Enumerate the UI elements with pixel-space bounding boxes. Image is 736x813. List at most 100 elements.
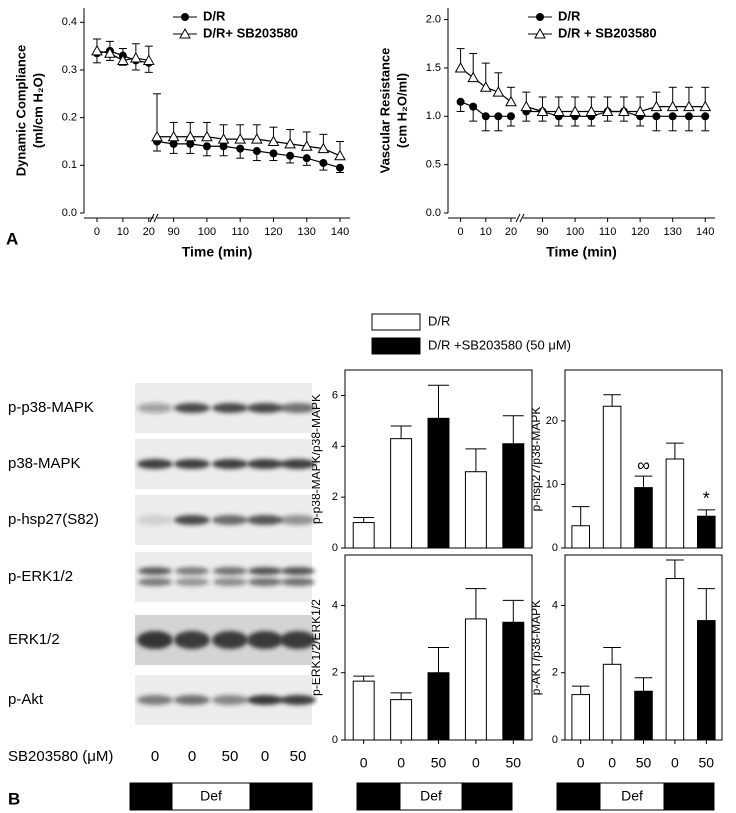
marker: [683, 100, 695, 112]
treatment-value: 0: [151, 748, 159, 765]
marker: [699, 100, 712, 112]
blot-band: [212, 631, 248, 649]
blot-row-label: p-p38-MAPK: [8, 399, 94, 416]
phase-label: Rein: [674, 788, 704, 804]
x-axis-label: Time (min): [182, 244, 253, 260]
bar: [571, 694, 590, 741]
y-tick-label: 10: [546, 478, 558, 490]
y-tick-label: 6: [332, 389, 338, 401]
x-tick-label: 20: [505, 226, 517, 238]
y-tick-label: 0: [332, 542, 338, 554]
bar: [634, 690, 653, 741]
marker: [456, 97, 465, 106]
marker: [684, 112, 693, 121]
axis-break: [153, 213, 159, 223]
x-tick-label: 90: [168, 226, 180, 238]
marker: [142, 54, 155, 65]
blot-row-label: p38-MAPK: [8, 455, 81, 472]
y-tick-label: 0.0: [62, 207, 77, 219]
y-axis-label: p-AKT/p38-MAPK: [529, 600, 543, 695]
blot-band: [247, 631, 283, 649]
blot-band: [212, 695, 248, 705]
treatment-label: SB203580 (μM): [8, 748, 113, 765]
marker: [234, 133, 247, 144]
blot-band: [281, 567, 315, 575]
bar: [502, 621, 525, 741]
y-axis-label: p-p38-MAPK/p38-MAPK: [309, 394, 323, 524]
y-tick-label: 0: [332, 734, 338, 746]
blot-band: [174, 695, 210, 705]
axis-break: [149, 213, 155, 223]
bar-annotation: *: [703, 489, 710, 509]
legend-marker: [534, 27, 546, 39]
bar: [665, 578, 685, 741]
phase-label: Bas: [566, 788, 592, 804]
bar: [464, 618, 487, 741]
x-tick-label: 10: [117, 226, 129, 238]
blot-band: [138, 578, 172, 586]
blot-band: [137, 515, 173, 525]
treatment-value: 0: [261, 748, 269, 765]
blot-band: [280, 631, 316, 649]
y-tick-label: 0.3: [62, 64, 77, 76]
y-tick-label: 0.1: [62, 159, 77, 171]
blot-band: [212, 459, 248, 469]
panel-label: B: [8, 789, 20, 808]
bar: [502, 443, 525, 549]
marker: [336, 163, 345, 172]
bar: [571, 525, 590, 549]
phase-box: [663, 782, 715, 811]
x-tick-label: 120: [631, 226, 649, 238]
y-axis-label: (ml/cm H₂O): [30, 73, 45, 148]
x-tick-label: 140: [696, 226, 714, 238]
treatment-value: 50: [290, 748, 307, 765]
bar: [697, 620, 716, 741]
marker: [117, 54, 129, 65]
x-tick-label: 110: [231, 226, 249, 238]
y-axis-label: Dynamic Compliance: [13, 45, 28, 177]
x-tick-label: 0: [360, 755, 368, 771]
blot-band: [137, 631, 173, 649]
treatment-value: 0: [188, 748, 196, 765]
y-tick-label: 1.0: [426, 110, 441, 122]
marker: [634, 105, 647, 116]
phase-box: [249, 782, 313, 811]
x-tick-label: 130: [298, 226, 316, 238]
phase-box: [461, 782, 513, 811]
blot-band: [280, 695, 316, 705]
blot-band: [175, 578, 209, 586]
blot-band: [137, 403, 173, 413]
x-tick-label: 0: [577, 755, 585, 771]
phase-label: Bas: [138, 788, 164, 804]
blot-band: [212, 403, 248, 413]
phase-box: [399, 782, 463, 811]
legend-label: D/R: [558, 8, 581, 23]
x-tick-label: 50: [636, 755, 652, 771]
y-axis-label: p-ERK1/2/ERK1/2: [309, 599, 323, 696]
blot-row-label: p-ERK1/2: [8, 568, 73, 585]
blot-row-label: p-hsp27(S82): [8, 511, 99, 528]
legend-label: D/R: [203, 8, 226, 23]
x-tick-label: 50: [431, 755, 447, 771]
blot-band: [213, 567, 247, 575]
y-tick-label: 4: [552, 599, 558, 611]
x-tick-label: 120: [264, 226, 282, 238]
y-tick-label: 0.0: [426, 207, 441, 219]
marker: [201, 130, 213, 142]
phase-label: Rein: [266, 788, 296, 804]
blot-band: [247, 515, 283, 525]
y-tick-label: 4: [332, 599, 338, 611]
bar: [352, 522, 375, 549]
blot-band: [174, 515, 210, 525]
marker: [319, 158, 328, 167]
y-tick-label: 2: [552, 667, 558, 679]
marker: [652, 112, 661, 121]
bar: [390, 438, 413, 549]
phase-box: [556, 782, 601, 811]
marker: [151, 130, 163, 142]
phase-label: Def: [420, 788, 442, 804]
legend-swatch: [371, 337, 421, 355]
legend-marker: [179, 27, 191, 39]
panel-label: A: [6, 229, 18, 248]
